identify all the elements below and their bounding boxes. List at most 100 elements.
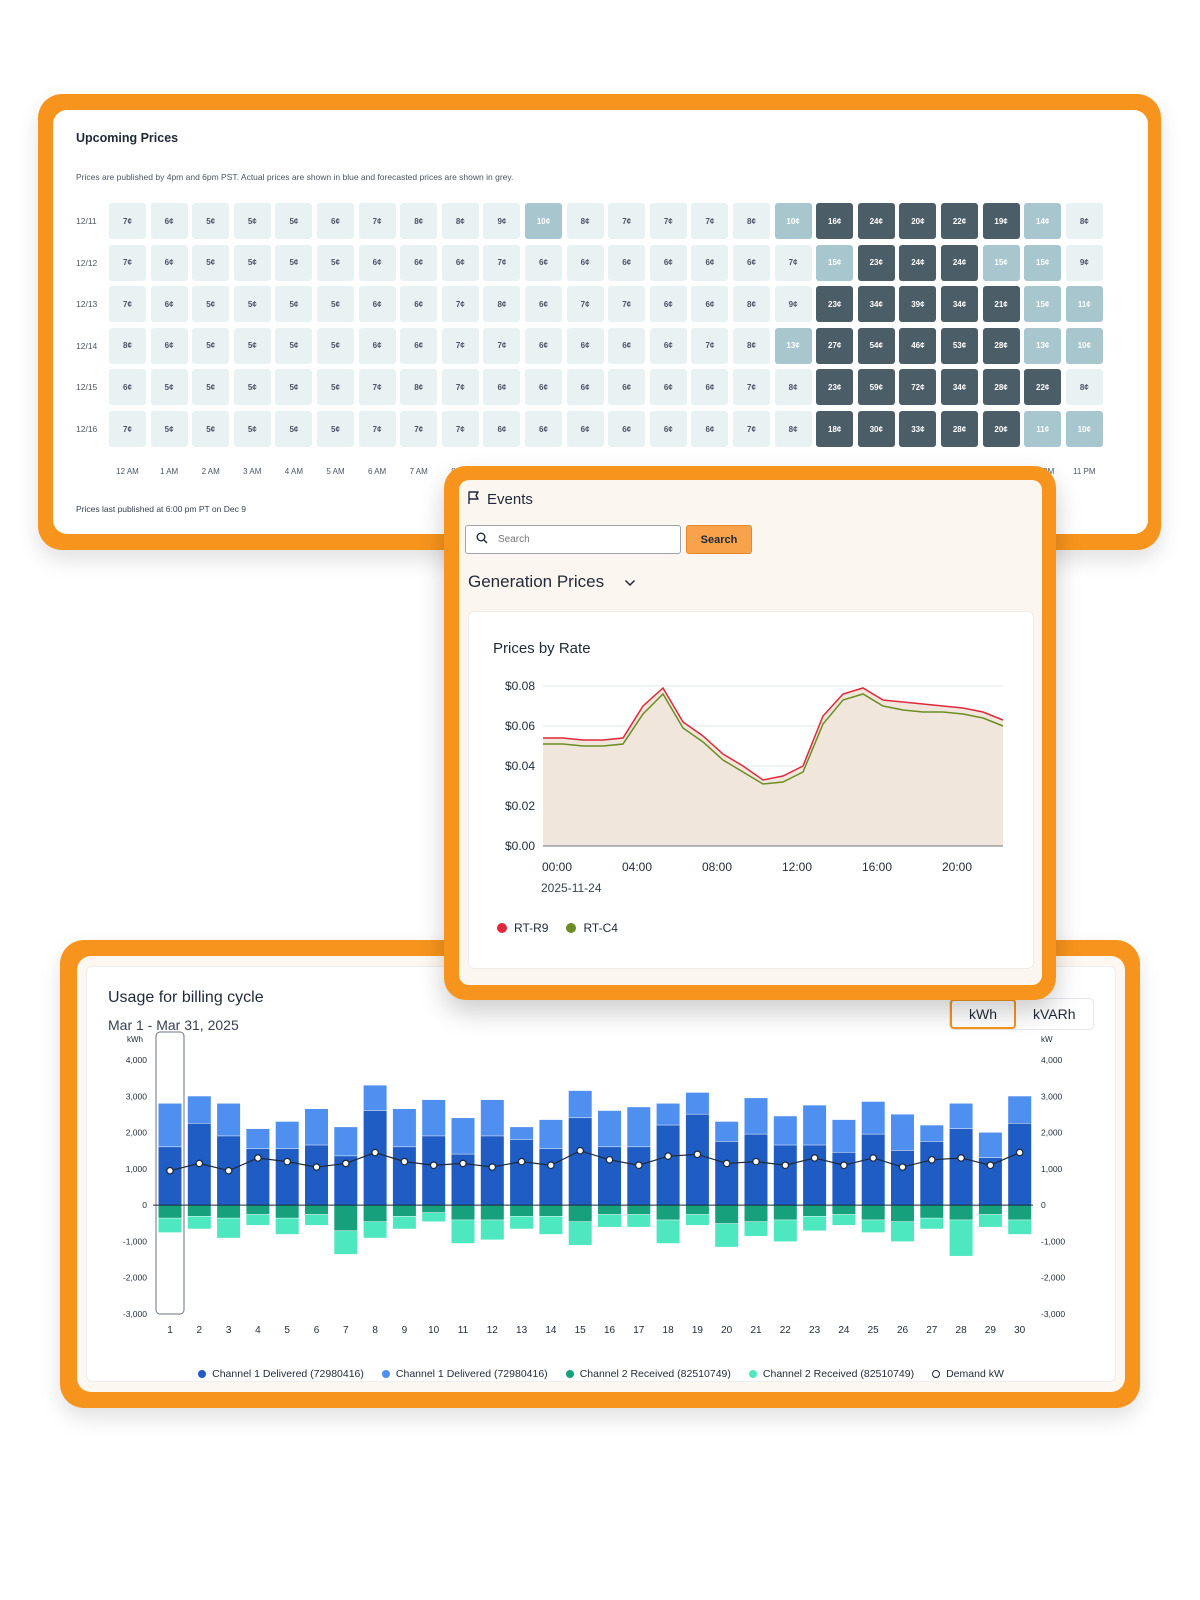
bar-channel2-received-light[interactable] [392, 1216, 416, 1229]
price-cell[interactable]: 15¢ [816, 244, 854, 281]
price-cell[interactable]: 59¢ [857, 369, 895, 406]
selected-day-highlight[interactable] [155, 1031, 185, 1315]
bar-channel1-delivered-light[interactable] [275, 1121, 299, 1149]
bar-channel2-received-dark[interactable] [978, 1205, 1002, 1215]
price-cell[interactable]: 23¢ [816, 286, 854, 323]
price-cell[interactable]: 7¢ [109, 244, 146, 281]
price-cell[interactable]: 5¢ [192, 244, 230, 281]
price-cell[interactable]: 7¢ [691, 203, 729, 239]
price-cell[interactable]: 5¢ [233, 286, 271, 323]
price-cell[interactable]: 6¢ [608, 244, 646, 281]
price-cell[interactable]: 6¢ [566, 327, 604, 364]
price-cell[interactable]: 6¢ [150, 244, 188, 281]
price-cell[interactable]: 5¢ [150, 411, 188, 447]
bar-channel2-received-light[interactable] [978, 1214, 1002, 1227]
demand-point[interactable] [634, 1161, 643, 1170]
search-button[interactable]: Search [686, 525, 752, 554]
price-cell[interactable]: 5¢ [150, 369, 188, 406]
price-cell[interactable]: 5¢ [275, 327, 313, 364]
bar-channel1-delivered-dark[interactable] [246, 1148, 270, 1206]
price-cell[interactable]: 5¢ [275, 286, 313, 323]
price-cell[interactable]: 7¢ [608, 203, 646, 239]
bar-channel2-received-dark[interactable] [363, 1205, 387, 1222]
bar-channel1-delivered-light[interactable] [392, 1108, 416, 1147]
price-cell[interactable]: 6¢ [525, 244, 562, 281]
price-cell[interactable]: 8¢ [733, 203, 770, 239]
price-cell[interactable]: 8¢ [400, 203, 438, 239]
bar-channel1-delivered-dark[interactable] [685, 1114, 709, 1206]
price-cell[interactable]: 7¢ [483, 327, 521, 364]
bar-channel1-delivered-light[interactable] [598, 1110, 621, 1147]
demand-point[interactable] [605, 1155, 614, 1164]
price-cell[interactable]: 18¢ [816, 411, 854, 447]
price-cell[interactable]: 6¢ [150, 286, 188, 323]
demand-point[interactable] [576, 1146, 585, 1155]
bar-channel2-received-light[interactable] [773, 1220, 797, 1242]
legend-item[interactable]: Demand kW [932, 1368, 1004, 1380]
price-cell[interactable]: 6¢ [400, 244, 438, 281]
price-cell[interactable]: 72¢ [899, 369, 937, 406]
bar-channel1-delivered-light[interactable] [187, 1096, 211, 1123]
bar-channel1-delivered-light[interactable] [246, 1128, 270, 1149]
price-cell[interactable]: 10¢ [1065, 327, 1103, 364]
bar-channel2-received-dark[interactable] [773, 1205, 797, 1220]
bar-channel2-received-light[interactable] [451, 1220, 475, 1244]
price-cell[interactable]: 6¢ [691, 369, 729, 406]
price-cell[interactable]: 8¢ [774, 411, 812, 447]
bar-channel2-received-dark[interactable] [744, 1205, 768, 1222]
price-cell[interactable]: 11¢ [1024, 411, 1062, 447]
generation-prices-dropdown[interactable]: Generation Prices [468, 572, 636, 592]
unit-kwh-button[interactable]: kWh [950, 999, 1016, 1029]
bar-channel2-received-light[interactable] [187, 1216, 211, 1229]
bar-channel2-received-light[interactable] [803, 1216, 827, 1231]
price-cell[interactable]: 6¢ [649, 286, 687, 323]
price-cell[interactable]: 15¢ [982, 244, 1020, 281]
price-cell[interactable]: 6¢ [691, 411, 729, 447]
price-cell[interactable]: 53¢ [941, 327, 978, 364]
price-cell[interactable]: 15¢ [1024, 244, 1062, 281]
bar-channel1-delivered-light[interactable] [568, 1090, 592, 1118]
bar-channel1-delivered-light[interactable] [715, 1121, 739, 1142]
price-cell[interactable]: 6¢ [358, 286, 396, 323]
price-cell[interactable]: 6¢ [358, 244, 396, 281]
price-cell[interactable]: 7¢ [566, 286, 604, 323]
price-cell[interactable]: 6¢ [400, 327, 438, 364]
price-cell[interactable]: 6¢ [566, 369, 604, 406]
bar-channel2-received-dark[interactable] [656, 1205, 680, 1220]
price-cell[interactable]: 27¢ [816, 327, 854, 364]
price-cell[interactable]: 39¢ [899, 286, 937, 323]
bar-channel2-received-light[interactable] [1008, 1220, 1032, 1235]
price-cell[interactable]: 7¢ [691, 327, 729, 364]
bar-channel2-received-light[interactable] [305, 1214, 328, 1226]
demand-point[interactable] [927, 1155, 936, 1164]
bar-channel2-received-dark[interactable] [392, 1205, 416, 1217]
price-cell[interactable]: 6¢ [150, 203, 188, 239]
price-cell[interactable]: 6¢ [733, 244, 770, 281]
price-cell[interactable]: 6¢ [649, 327, 687, 364]
bar-channel1-delivered-light[interactable] [803, 1105, 827, 1145]
price-cell[interactable]: 5¢ [317, 286, 354, 323]
bar-channel1-delivered-dark[interactable] [539, 1148, 563, 1206]
price-cell[interactable]: 7¢ [109, 411, 146, 447]
price-cell[interactable]: 7¢ [441, 286, 479, 323]
bar-channel2-received-light[interactable] [891, 1221, 914, 1242]
price-cell[interactable]: 5¢ [233, 411, 271, 447]
price-cell[interactable]: 5¢ [275, 369, 313, 406]
bar-channel1-delivered-dark[interactable] [158, 1147, 182, 1206]
bar-channel1-delivered-dark[interactable] [949, 1128, 973, 1206]
price-cell[interactable]: 6¢ [400, 286, 438, 323]
price-cell[interactable]: 5¢ [233, 203, 271, 239]
bar-channel1-delivered-light[interactable] [627, 1107, 651, 1147]
bar-channel2-received-light[interactable] [158, 1218, 182, 1233]
bar-channel1-delivered-light[interactable] [685, 1092, 709, 1114]
legend-item[interactable]: RT-C4 [566, 921, 618, 935]
price-cell[interactable]: 5¢ [192, 286, 230, 323]
bar-channel2-received-light[interactable] [861, 1220, 885, 1233]
price-cell[interactable]: 6¢ [109, 369, 146, 406]
price-cell[interactable]: 7¢ [109, 286, 146, 323]
demand-point[interactable] [752, 1157, 760, 1166]
price-cell[interactable]: 9¢ [774, 286, 812, 323]
price-cell[interactable]: 28¢ [982, 369, 1020, 406]
bar-channel2-received-dark[interactable] [685, 1205, 709, 1215]
bar-channel2-received-dark[interactable] [158, 1205, 182, 1218]
